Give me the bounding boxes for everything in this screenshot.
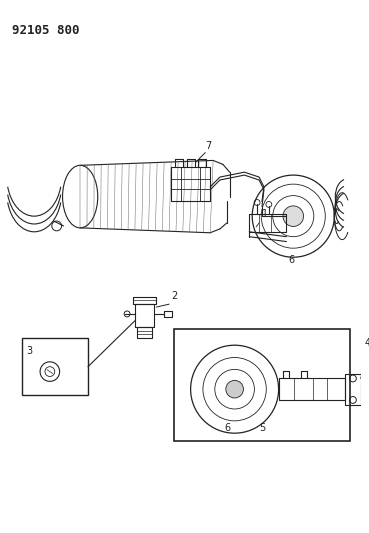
Text: 1: 1 [262,209,268,219]
Text: 6: 6 [225,423,231,433]
Text: 92105 800: 92105 800 [12,23,79,37]
Circle shape [226,381,244,398]
Text: 3: 3 [27,346,32,356]
Text: 2: 2 [171,291,177,301]
Bar [174,328,350,441]
Circle shape [283,206,304,227]
Text: 5: 5 [259,423,265,433]
Bar [21,338,88,395]
Text: 4: 4 [365,338,369,348]
Text: 7: 7 [205,141,211,151]
Text: 6: 6 [289,255,294,265]
